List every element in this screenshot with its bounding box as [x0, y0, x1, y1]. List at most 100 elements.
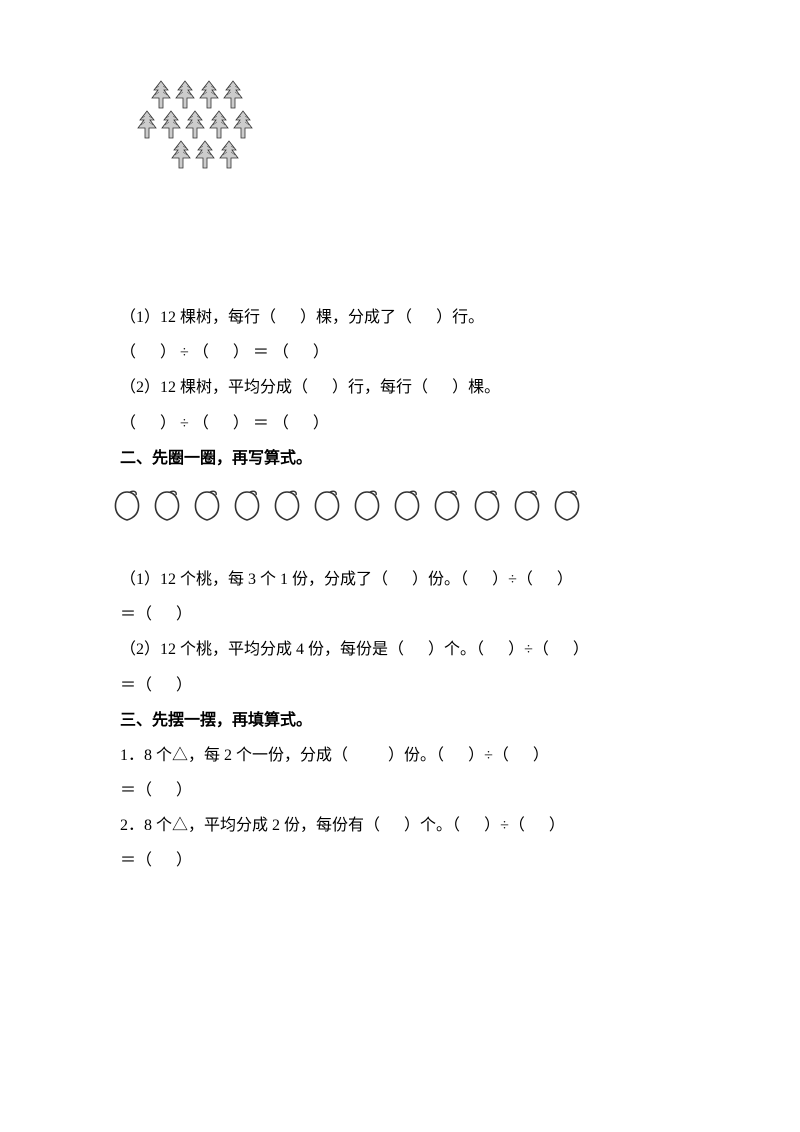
- worksheet-page: （1）12 棵树，每行（ ）棵，分成了（ ）行。 （ ） ÷ （ ） ＝ （ ）…: [0, 0, 800, 919]
- blank[interactable]: [293, 415, 309, 432]
- blank[interactable]: [416, 309, 432, 326]
- text: ）棵。: [452, 379, 500, 396]
- blank[interactable]: [384, 817, 400, 834]
- peach-icon: [550, 486, 584, 522]
- tree-icon: [184, 110, 206, 140]
- blank[interactable]: [392, 571, 408, 588]
- tree-icon: [160, 110, 182, 140]
- blank[interactable]: [213, 415, 229, 432]
- text: ）: [176, 677, 192, 694]
- tree-icon: [170, 140, 192, 170]
- section2-eq1: ＝（ ）: [120, 597, 700, 632]
- text: ÷: [180, 344, 189, 361]
- blank[interactable]: [140, 344, 156, 361]
- text: （: [193, 415, 209, 432]
- section2-eq2: ＝（ ）: [120, 668, 700, 703]
- text: ）个。（: [404, 817, 460, 834]
- section3-q1: 1．8 个△，每 2 个一份，分成（ ）份。（ ）÷（ ）: [120, 738, 700, 773]
- blank[interactable]: [472, 571, 488, 588]
- text: （: [193, 344, 209, 361]
- tree-icon: [198, 80, 220, 110]
- blank[interactable]: [448, 747, 464, 764]
- text: ）÷（: [492, 571, 533, 588]
- blank[interactable]: [156, 677, 172, 694]
- peach-icon: [430, 486, 464, 522]
- text: ）: [573, 641, 589, 658]
- text: ）: [533, 747, 549, 764]
- text: ）行。: [436, 309, 484, 326]
- text: ）个。（: [428, 641, 484, 658]
- tree-icon: [136, 110, 158, 140]
- text: （2）12 个桃，平均分成 4 份，每份是（: [120, 641, 404, 658]
- text: ）: [160, 344, 176, 361]
- blank[interactable]: [156, 852, 172, 869]
- blank[interactable]: [529, 817, 545, 834]
- tree-icon: [194, 140, 216, 170]
- peach-icon: [350, 486, 384, 522]
- blank[interactable]: [293, 344, 309, 361]
- blank[interactable]: [352, 747, 384, 764]
- text: ）÷（: [468, 747, 509, 764]
- text: ＝（: [120, 782, 152, 799]
- peach-icon: [390, 486, 424, 522]
- section3-eq1: ＝（ ）: [120, 773, 700, 808]
- text: （: [273, 415, 289, 432]
- section2-heading: 二、先圈一圈，再写算式。: [120, 441, 700, 476]
- text: （: [273, 344, 289, 361]
- text: ）: [313, 415, 329, 432]
- section1-q1: （1）12 棵树，每行（ ）棵，分成了（ ）行。: [120, 300, 700, 335]
- peach-icon: [150, 486, 184, 522]
- blank[interactable]: [408, 641, 424, 658]
- blank[interactable]: [537, 571, 553, 588]
- tree-row-3: [170, 140, 700, 170]
- text: ）棵，分成了（: [300, 309, 412, 326]
- text: ）: [160, 415, 176, 432]
- peach-icon: [110, 486, 144, 522]
- text: ）: [233, 344, 249, 361]
- section3-eq2: ＝（ ）: [120, 843, 700, 878]
- text: ＝（: [120, 677, 152, 694]
- text: （: [120, 415, 136, 432]
- tree-icon: [232, 110, 254, 140]
- tree-icon: [208, 110, 230, 140]
- tree-illustration: [150, 80, 700, 170]
- text: ）: [549, 817, 565, 834]
- blank[interactable]: [156, 782, 172, 799]
- text: ÷: [180, 415, 189, 432]
- blank[interactable]: [488, 641, 504, 658]
- blank[interactable]: [432, 379, 448, 396]
- text: ）: [176, 782, 192, 799]
- blank[interactable]: [513, 747, 529, 764]
- text: ＝（: [120, 606, 152, 623]
- peach-icon: [470, 486, 504, 522]
- peach-icon: [230, 486, 264, 522]
- text: ＝: [253, 415, 269, 432]
- section2-q2: （2）12 个桃，平均分成 4 份，每份是（ ）个。（ ）÷（ ）: [120, 632, 700, 667]
- blank[interactable]: [156, 606, 172, 623]
- blank[interactable]: [140, 415, 156, 432]
- text: ）: [557, 571, 573, 588]
- text: （1）12 个桃，每 3 个 1 份，分成了（: [120, 571, 388, 588]
- blank[interactable]: [312, 379, 328, 396]
- text: ）份。（: [388, 747, 444, 764]
- peach-icon: [510, 486, 544, 522]
- peach-icon: [310, 486, 344, 522]
- peach-icon: [270, 486, 304, 522]
- text: ）行，每行（: [332, 379, 428, 396]
- blank[interactable]: [464, 817, 480, 834]
- blank[interactable]: [280, 309, 296, 326]
- blank[interactable]: [553, 641, 569, 658]
- tree-row-2: [136, 110, 700, 140]
- text: ）: [176, 852, 192, 869]
- section3-heading: 三、先摆一摆，再填算式。: [120, 703, 700, 738]
- tree-icon: [174, 80, 196, 110]
- peach-icon: [190, 486, 224, 522]
- blank[interactable]: [213, 344, 229, 361]
- section2-q1: （1）12 个桃，每 3 个 1 份，分成了（ ）份。（ ）÷（ ）: [120, 562, 700, 597]
- text: 1．8 个△，每 2 个一份，分成（: [120, 747, 348, 764]
- text: ）份。（: [412, 571, 468, 588]
- text: （2）12 棵树，平均分成（: [120, 379, 308, 396]
- text: ）÷（: [508, 641, 549, 658]
- tree-icon: [218, 140, 240, 170]
- text: 2．8 个△，平均分成 2 份，每份有（: [120, 817, 380, 834]
